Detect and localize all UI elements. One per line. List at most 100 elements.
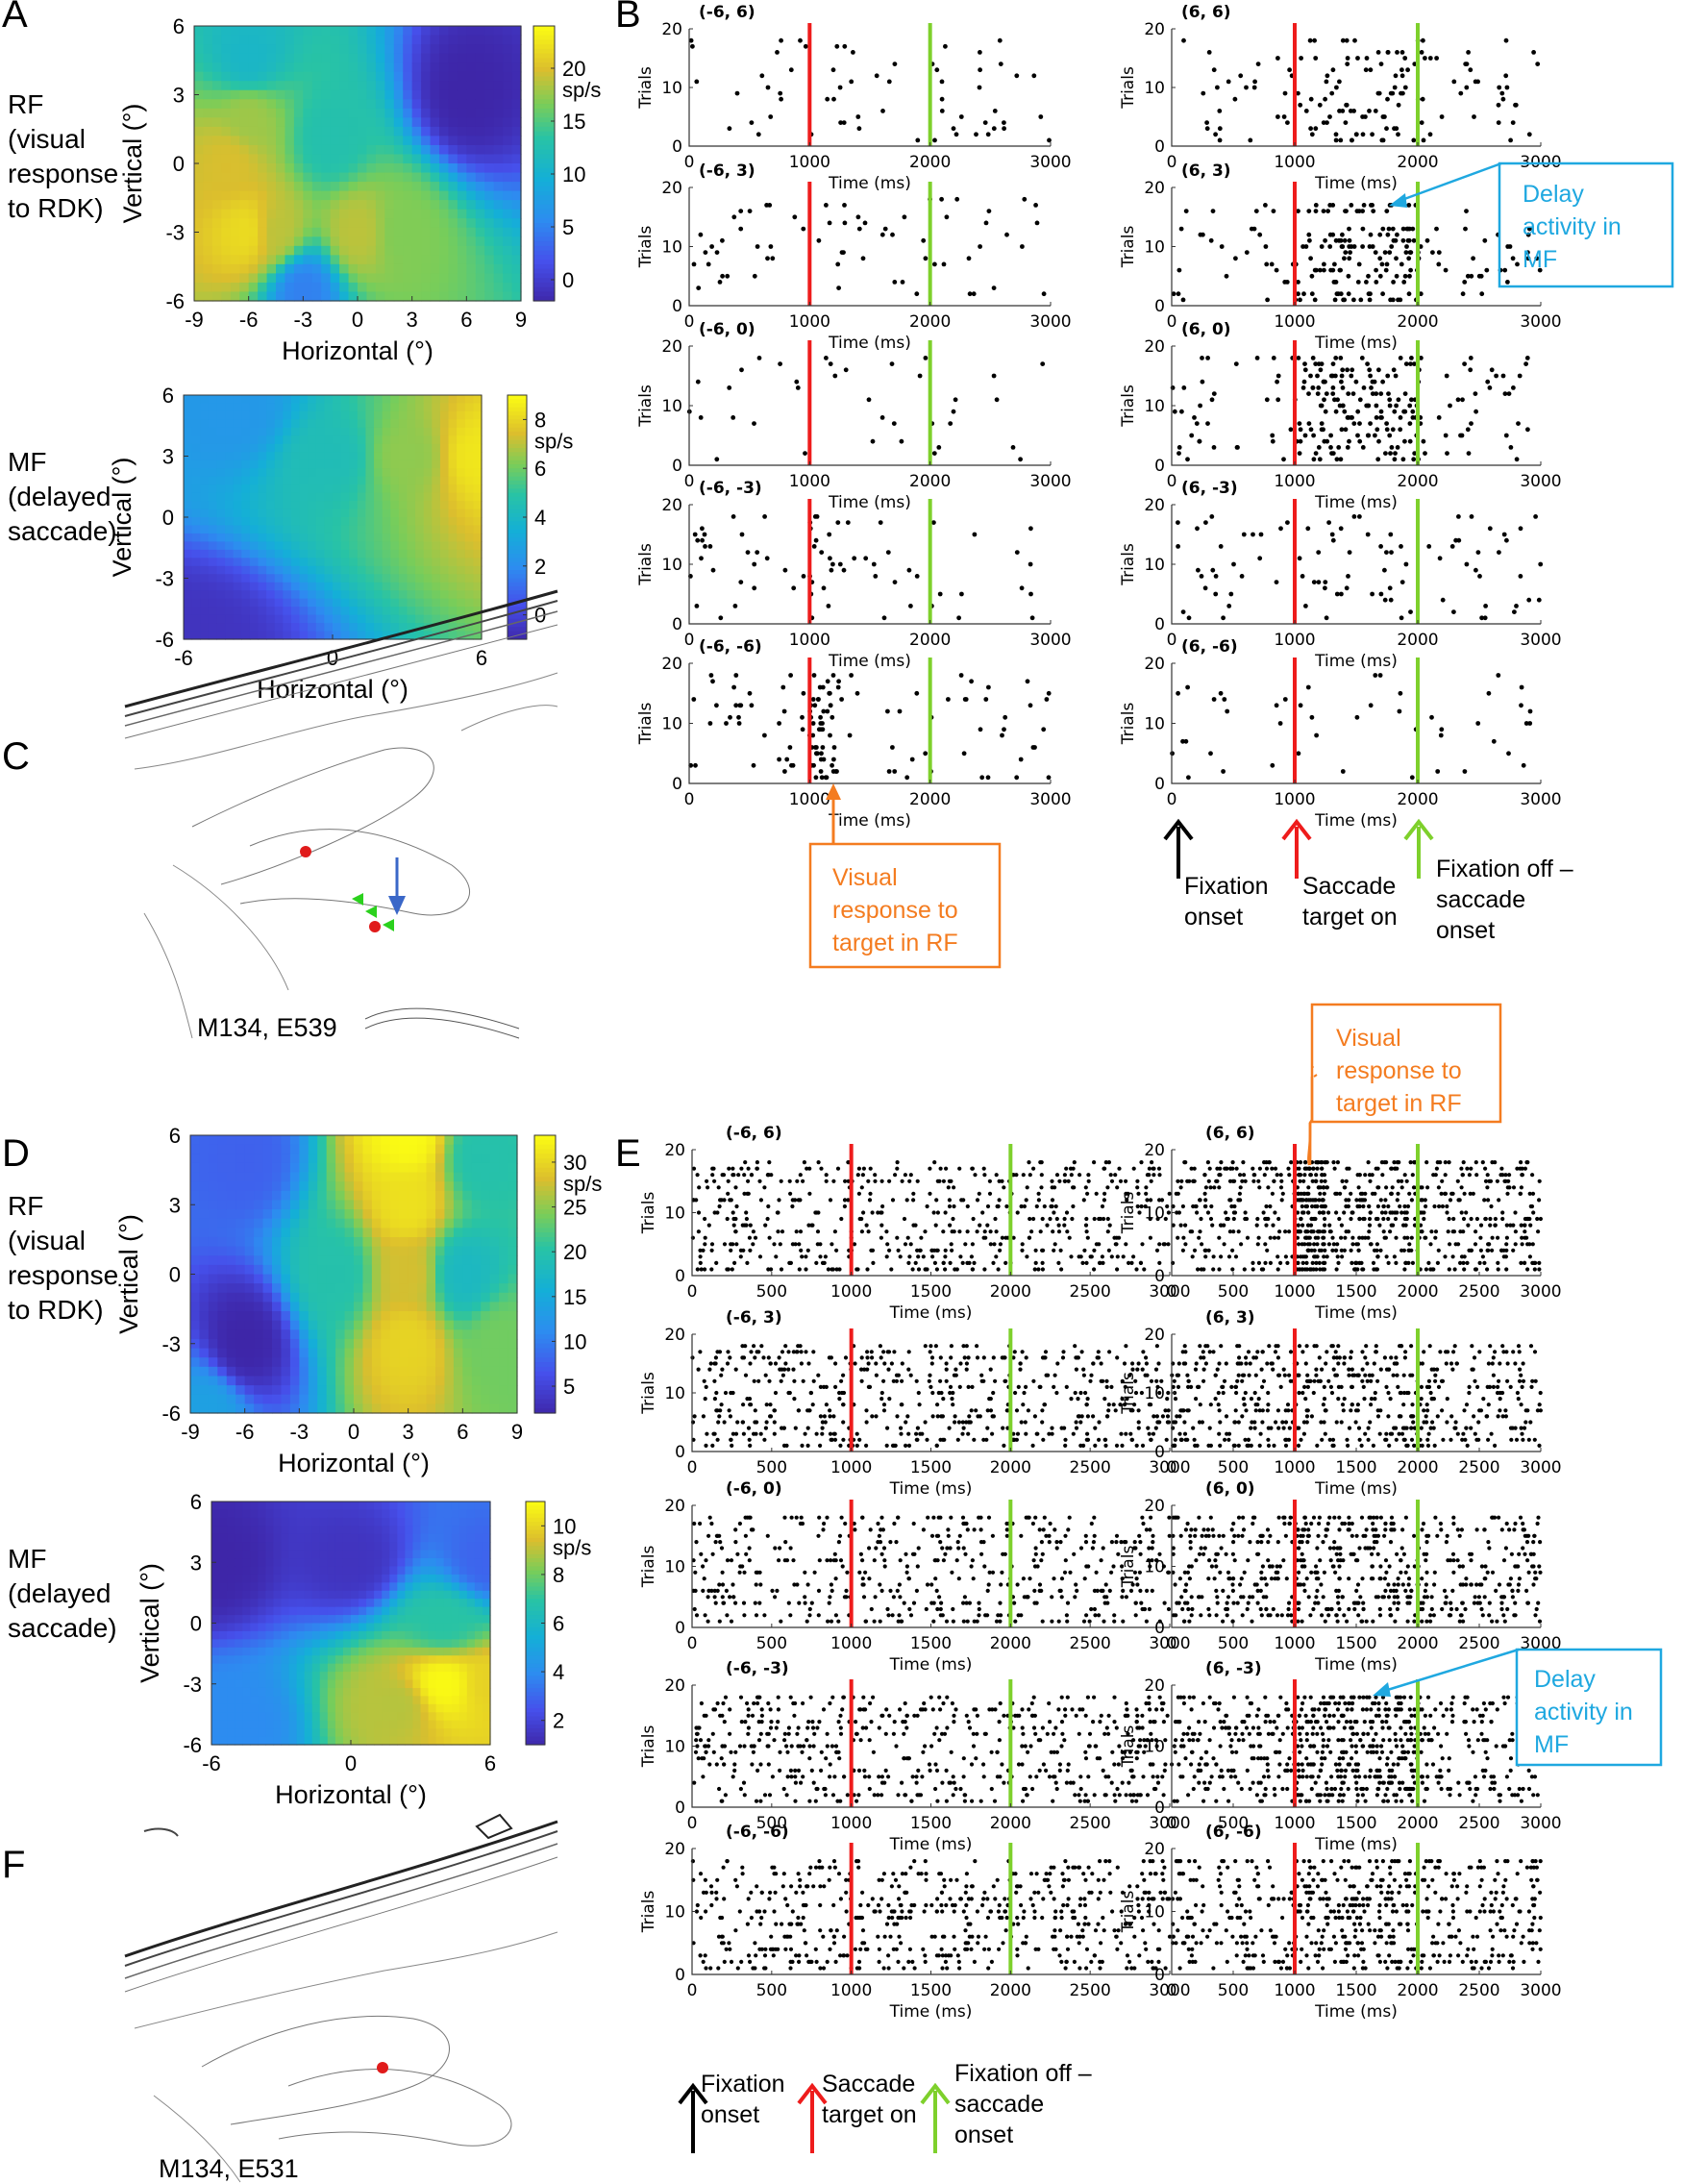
heatmap-cell [439,468,450,478]
heatmap-cell [430,245,440,256]
heatmap-cell [448,558,458,567]
spike-dot [892,280,898,285]
heatmap-cell [390,623,400,633]
heatmap-cell [381,1144,391,1154]
y-axis-label: Vertical (°) [108,458,136,578]
heatmap-cell [211,99,222,110]
heatmap-cell [448,117,458,128]
heatmap-cell [333,484,342,494]
heatmap-cell [335,1338,346,1350]
heatmap-cell [482,1623,491,1632]
heatmap-cell [244,1302,255,1312]
heatmap-cell [342,1696,352,1705]
heatmap-cell [242,1526,251,1535]
heatmap-cell [417,1209,428,1220]
heatmap-cell [362,1246,373,1256]
heatmap-cell [503,182,513,192]
spike-dot [1468,67,1474,73]
heatmap-cell [194,53,205,63]
heatmap-cell [249,435,260,445]
heatmap-cell [330,255,340,265]
heatmap-cell [508,1162,518,1174]
heatmap-cell [351,1720,359,1729]
heatmap-cell [412,1647,422,1656]
heatmap-cell [420,1655,430,1665]
heatmap-cell [219,1509,228,1519]
heatmap-cell [299,590,309,600]
heatmap-cell [199,1292,210,1303]
heatmap-cell [299,427,309,436]
heatmap-cell [374,574,384,583]
heatmap-cell [374,1517,383,1526]
heatmap-cell [266,182,277,192]
colorbar-segment [534,1389,556,1396]
heatmap-cell [481,1357,491,1368]
heatmap-cell [311,1599,321,1608]
spike-dot [1313,126,1319,132]
colorbar-segment [533,159,555,164]
heatmap-cell [219,1606,228,1616]
heatmap-cell [366,62,377,73]
heatmap-cell [273,1574,283,1583]
heatmap-cell [225,492,235,502]
heatmap-cell [421,200,432,211]
heatmap-cell [408,1255,418,1266]
heatmap-cell [340,558,350,567]
heatmap-cell [299,623,309,633]
heatmap-cell [281,1558,290,1568]
heatmap-cell [417,1135,428,1146]
heatmap-cell [235,1246,246,1256]
heatmap-cell [326,1385,336,1396]
heatmap-cell [299,1329,310,1340]
side-label-line: (visual [8,124,86,154]
heatmap-cell [233,459,242,469]
heatmap-cell [250,1590,259,1600]
x-tick-label: 2000 [909,153,951,172]
heatmap-cell [362,1403,373,1414]
heatmap-cell [235,1292,246,1303]
heatmap-cell [407,435,416,445]
heatmap-cell [359,1599,367,1608]
heatmap-cell [285,218,295,229]
heatmap-cell [448,136,458,146]
heatmap-cell [281,1647,290,1656]
heatmap-cell [389,1228,400,1238]
heatmap-cell [407,590,416,600]
colorbar-tick-label: 6 [553,1612,564,1636]
heatmap-cell [420,1550,430,1559]
heatmap-cell [319,1720,329,1729]
heatmap-cell [303,218,313,229]
heatmap-cell [458,1502,468,1511]
heatmap-cell [443,1623,453,1632]
heatmap-cell [382,1509,390,1519]
heatmap-cell [393,144,404,156]
heatmap-cell [393,182,404,192]
heatmap-cell [448,443,458,453]
heatmap-cell [435,1218,446,1228]
heatmap-cell [333,623,342,633]
heatmap-cell [349,476,359,485]
heatmap-cell [435,1550,445,1559]
heatmap-cell [412,1672,422,1681]
heatmap-cell [448,227,458,237]
heatmap-cell [225,509,235,518]
colorbar-tick-label: 30 [563,1151,586,1175]
heatmap-cell [242,1542,251,1551]
heatmap-cell [299,574,309,583]
heatmap-cell [464,614,474,624]
heatmap-cell [471,1246,482,1256]
heatmap-cell [250,1582,259,1592]
heatmap-cell [258,62,268,73]
heatmap-cell [448,236,458,247]
heatmap-cell [250,1502,259,1511]
heatmap-cell [299,1274,310,1284]
colorbar-segment [508,443,527,449]
heatmap-cell [273,1517,283,1526]
heatmap-cell [296,1687,306,1697]
heatmap-cell [311,62,322,73]
spike-dot [1364,56,1370,61]
heatmap-cell [393,154,404,164]
heatmap-cell [393,136,404,146]
heatmap-cell [359,1647,367,1656]
heatmap-cell [340,509,350,518]
